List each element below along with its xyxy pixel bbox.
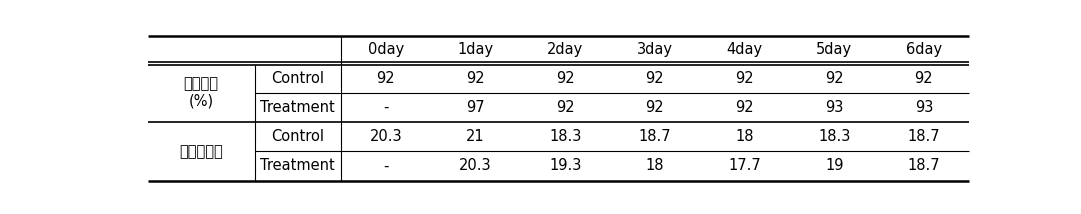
Text: 92: 92 bbox=[825, 71, 843, 86]
Text: Treatment: Treatment bbox=[261, 100, 335, 115]
Text: 6day: 6day bbox=[906, 42, 942, 57]
Text: 잎표면온도: 잎표면온도 bbox=[179, 144, 223, 159]
Text: 92: 92 bbox=[556, 100, 574, 115]
Text: 18.7: 18.7 bbox=[639, 129, 671, 144]
Text: 92: 92 bbox=[466, 71, 485, 86]
Text: 92: 92 bbox=[735, 71, 753, 86]
Text: 19: 19 bbox=[825, 158, 843, 173]
Text: -: - bbox=[383, 158, 388, 173]
Text: 19.3: 19.3 bbox=[549, 158, 582, 173]
Text: Control: Control bbox=[271, 129, 324, 144]
Text: 4day: 4day bbox=[726, 42, 762, 57]
Text: 20.3: 20.3 bbox=[459, 158, 492, 173]
Text: 18: 18 bbox=[645, 158, 664, 173]
Text: 18.3: 18.3 bbox=[818, 129, 851, 144]
Text: 92: 92 bbox=[735, 100, 753, 115]
Text: 1day: 1day bbox=[457, 42, 494, 57]
Text: 92: 92 bbox=[645, 71, 664, 86]
Text: -: - bbox=[383, 100, 388, 115]
Text: 17.7: 17.7 bbox=[729, 158, 761, 173]
Text: 18.7: 18.7 bbox=[908, 129, 940, 144]
Text: 92: 92 bbox=[376, 71, 396, 86]
Text: 3day: 3day bbox=[637, 42, 672, 57]
Text: 93: 93 bbox=[825, 100, 843, 115]
Text: 92: 92 bbox=[645, 100, 664, 115]
Text: 0day: 0day bbox=[368, 42, 404, 57]
Text: 21: 21 bbox=[466, 129, 485, 144]
Text: Treatment: Treatment bbox=[261, 158, 335, 173]
Text: 92: 92 bbox=[556, 71, 574, 86]
Text: 18.3: 18.3 bbox=[549, 129, 582, 144]
Text: 18: 18 bbox=[735, 129, 753, 144]
Text: 97: 97 bbox=[466, 100, 485, 115]
Text: 5day: 5day bbox=[816, 42, 852, 57]
Text: 2day: 2day bbox=[547, 42, 584, 57]
Text: Control: Control bbox=[271, 71, 324, 86]
Text: 92: 92 bbox=[915, 71, 933, 86]
Text: 93: 93 bbox=[915, 100, 933, 115]
Text: 18.7: 18.7 bbox=[908, 158, 940, 173]
Text: 20.3: 20.3 bbox=[370, 129, 402, 144]
Text: 수분함량
(%): 수분함량 (%) bbox=[184, 77, 218, 109]
